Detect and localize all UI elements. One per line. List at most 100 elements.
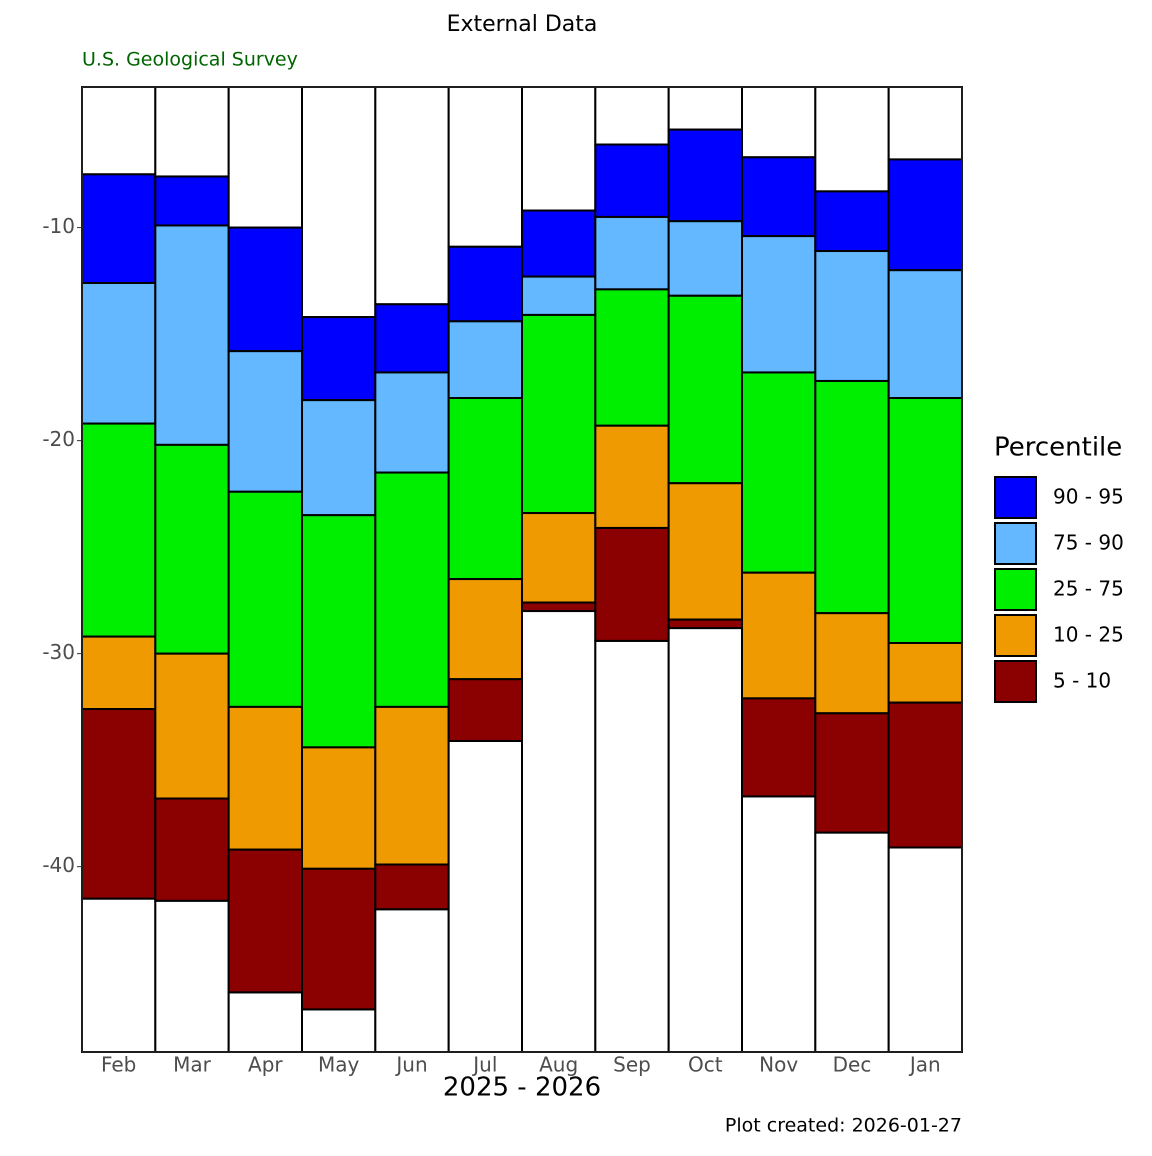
outer-box	[887, 86, 964, 161]
bar-segment	[227, 350, 304, 493]
bar-segment	[301, 867, 377, 1011]
bar-segment	[154, 443, 230, 655]
bar-segment	[667, 128, 744, 223]
bar-segment	[741, 571, 817, 700]
x-tick-label: Jul	[471, 1053, 497, 1077]
bar-segment	[887, 269, 964, 400]
bar-segment	[521, 512, 597, 604]
bar-segment	[374, 371, 450, 474]
legend-label: 25 - 75	[1053, 577, 1124, 601]
outer-box	[594, 86, 670, 146]
bar-segment	[814, 250, 890, 382]
bar-segment	[521, 275, 597, 316]
x-tick-label: Nov	[759, 1053, 798, 1077]
outer-box	[227, 86, 304, 229]
legend-label: 90 - 95	[1053, 485, 1124, 509]
bar-segment	[301, 746, 377, 870]
bar-segment	[154, 175, 230, 227]
bar-segment	[887, 397, 964, 644]
y-tick-label: -20	[42, 427, 75, 451]
bar-segment	[594, 215, 670, 291]
outer-box	[447, 739, 523, 1053]
outer-box	[154, 86, 230, 178]
bar-segment	[521, 313, 597, 515]
outer-box	[154, 899, 230, 1053]
bar-segment	[447, 397, 523, 581]
outer-box	[594, 639, 670, 1054]
bar-segment	[667, 482, 744, 621]
bar-segment	[814, 712, 890, 834]
bar-segment	[374, 303, 450, 374]
outer-box	[374, 86, 450, 306]
caption: Plot created: 2026-01-27	[725, 1115, 962, 1137]
bar-segment	[154, 652, 230, 800]
outer-box	[81, 897, 157, 1053]
outer-box	[447, 86, 523, 248]
outer-box	[374, 908, 450, 1054]
bar-segment	[814, 612, 890, 715]
bar-segment	[227, 226, 304, 353]
legend-title: Percentile	[994, 433, 1122, 463]
y-tick-label: -10	[42, 214, 75, 238]
x-axis-label: 2025 - 2026	[443, 1073, 601, 1103]
bar-segment	[227, 705, 304, 851]
outer-box	[887, 846, 964, 1054]
bar-segment	[887, 641, 964, 704]
x-tick-label: Jan	[908, 1053, 941, 1077]
outer-box	[521, 86, 597, 212]
x-tick-label: Aug	[539, 1053, 578, 1077]
bar-segment	[154, 797, 230, 902]
bar-segment	[741, 235, 817, 374]
y-tick-label: -30	[42, 640, 75, 664]
outer-box	[741, 86, 817, 159]
bar-segment	[814, 190, 890, 253]
panel-border	[81, 86, 963, 1053]
bar-segment	[374, 705, 450, 866]
bar-segment	[521, 601, 597, 613]
bar-segment	[667, 220, 744, 297]
outer-box	[81, 86, 157, 176]
bar-segment	[741, 697, 817, 798]
bar-segment	[374, 471, 450, 708]
bar-segment	[81, 173, 157, 284]
bar-segment	[594, 143, 670, 218]
x-tick-label: Apr	[248, 1053, 283, 1077]
outer-box	[741, 795, 817, 1053]
bar-segment	[521, 209, 597, 278]
bar-segment	[81, 635, 157, 711]
outer-box	[227, 991, 304, 1054]
bar-segment	[667, 294, 744, 485]
bar-segment	[887, 158, 964, 272]
legend-key	[994, 614, 1037, 657]
x-tick-label: Feb	[101, 1053, 136, 1077]
outer-box	[814, 831, 890, 1053]
bar-segment	[887, 701, 964, 849]
bar-segment	[814, 379, 890, 615]
outer-box	[667, 627, 744, 1053]
chart-title: External Data	[447, 12, 598, 37]
outer-box	[301, 1008, 377, 1053]
legend-key	[994, 522, 1037, 565]
bar-segment	[667, 618, 744, 630]
bar-segment	[447, 678, 523, 742]
chart-subtitle: U.S. Geological Survey	[82, 49, 298, 71]
x-tick-label: Sep	[613, 1053, 651, 1077]
legend-key	[994, 660, 1037, 703]
bar-segment	[594, 526, 670, 642]
bar-segment	[81, 281, 157, 425]
bar-segment	[81, 708, 157, 900]
legend-label: 75 - 90	[1053, 531, 1124, 555]
bar-segment	[81, 422, 157, 638]
bar-segment	[741, 371, 817, 574]
outer-box	[521, 610, 597, 1053]
x-tick-label: Dec	[833, 1053, 872, 1077]
bar-segment	[301, 316, 377, 402]
x-tick-label: Jun	[394, 1053, 427, 1077]
outer-box	[301, 86, 377, 319]
bar-segment	[301, 399, 377, 517]
bar-segment	[227, 848, 304, 994]
legend-label: 10 - 25	[1053, 623, 1124, 647]
outer-box	[667, 86, 744, 131]
legend-label: 5 - 10	[1053, 669, 1111, 693]
